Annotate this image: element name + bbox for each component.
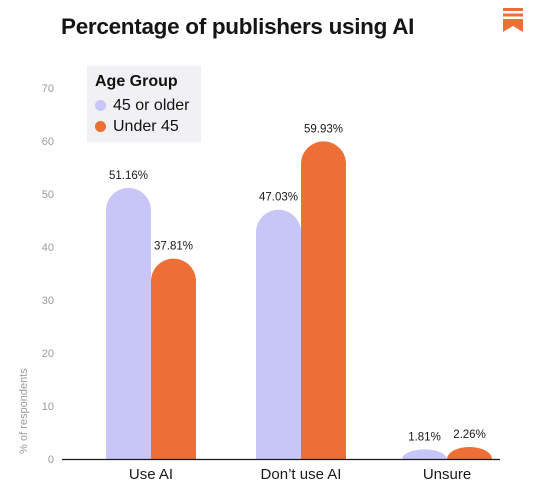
y-tick-label: 50: [42, 189, 54, 201]
y-tick-label: 40: [42, 242, 54, 254]
legend: Age Group 45 or older Under 45: [87, 66, 201, 142]
y-tick-label: 20: [42, 348, 54, 360]
x-tick-label: Unsure: [423, 466, 471, 483]
data-label: 51.16%: [109, 170, 148, 182]
logo-bar-2: [503, 13, 523, 17]
y-axis-label: % of respondents: [18, 368, 30, 454]
legend-label-under: Under 45: [113, 117, 179, 135]
y-tick-label: 60: [42, 136, 54, 148]
legend-item-older: 45 or older: [95, 95, 201, 116]
data-label: 59.93%: [304, 123, 343, 135]
data-label: 1.81%: [408, 431, 441, 443]
bar: [151, 258, 196, 459]
y-tick-label: 0: [48, 454, 54, 466]
logo-bookmark: [503, 19, 523, 32]
y-tick-label: 30: [42, 295, 54, 307]
bar: [402, 449, 447, 459]
y-tick-label: 70: [42, 83, 54, 95]
bookmark-stack-icon: [503, 8, 523, 32]
legend-title: Age Group: [95, 73, 178, 90]
chart-title: Percentage of publishers using AI: [61, 14, 415, 39]
data-label: 47.03%: [259, 192, 298, 204]
bar: [256, 209, 301, 459]
logo-bar-1: [503, 8, 523, 11]
bar: [301, 141, 346, 459]
x-tick-label: Use AI: [129, 466, 173, 483]
data-label: 2.26%: [453, 429, 486, 441]
data-label: 37.81%: [154, 241, 193, 253]
bar: [106, 187, 151, 460]
bar: [447, 447, 492, 459]
legend-item-under: Under 45: [95, 116, 201, 137]
legend-swatch-under: [95, 121, 106, 132]
y-tick-label: 10: [42, 401, 54, 413]
legend-swatch-older: [95, 100, 106, 111]
legend-label-older: 45 or older: [113, 96, 190, 114]
x-tick-label: Don’t use AI: [261, 466, 342, 483]
